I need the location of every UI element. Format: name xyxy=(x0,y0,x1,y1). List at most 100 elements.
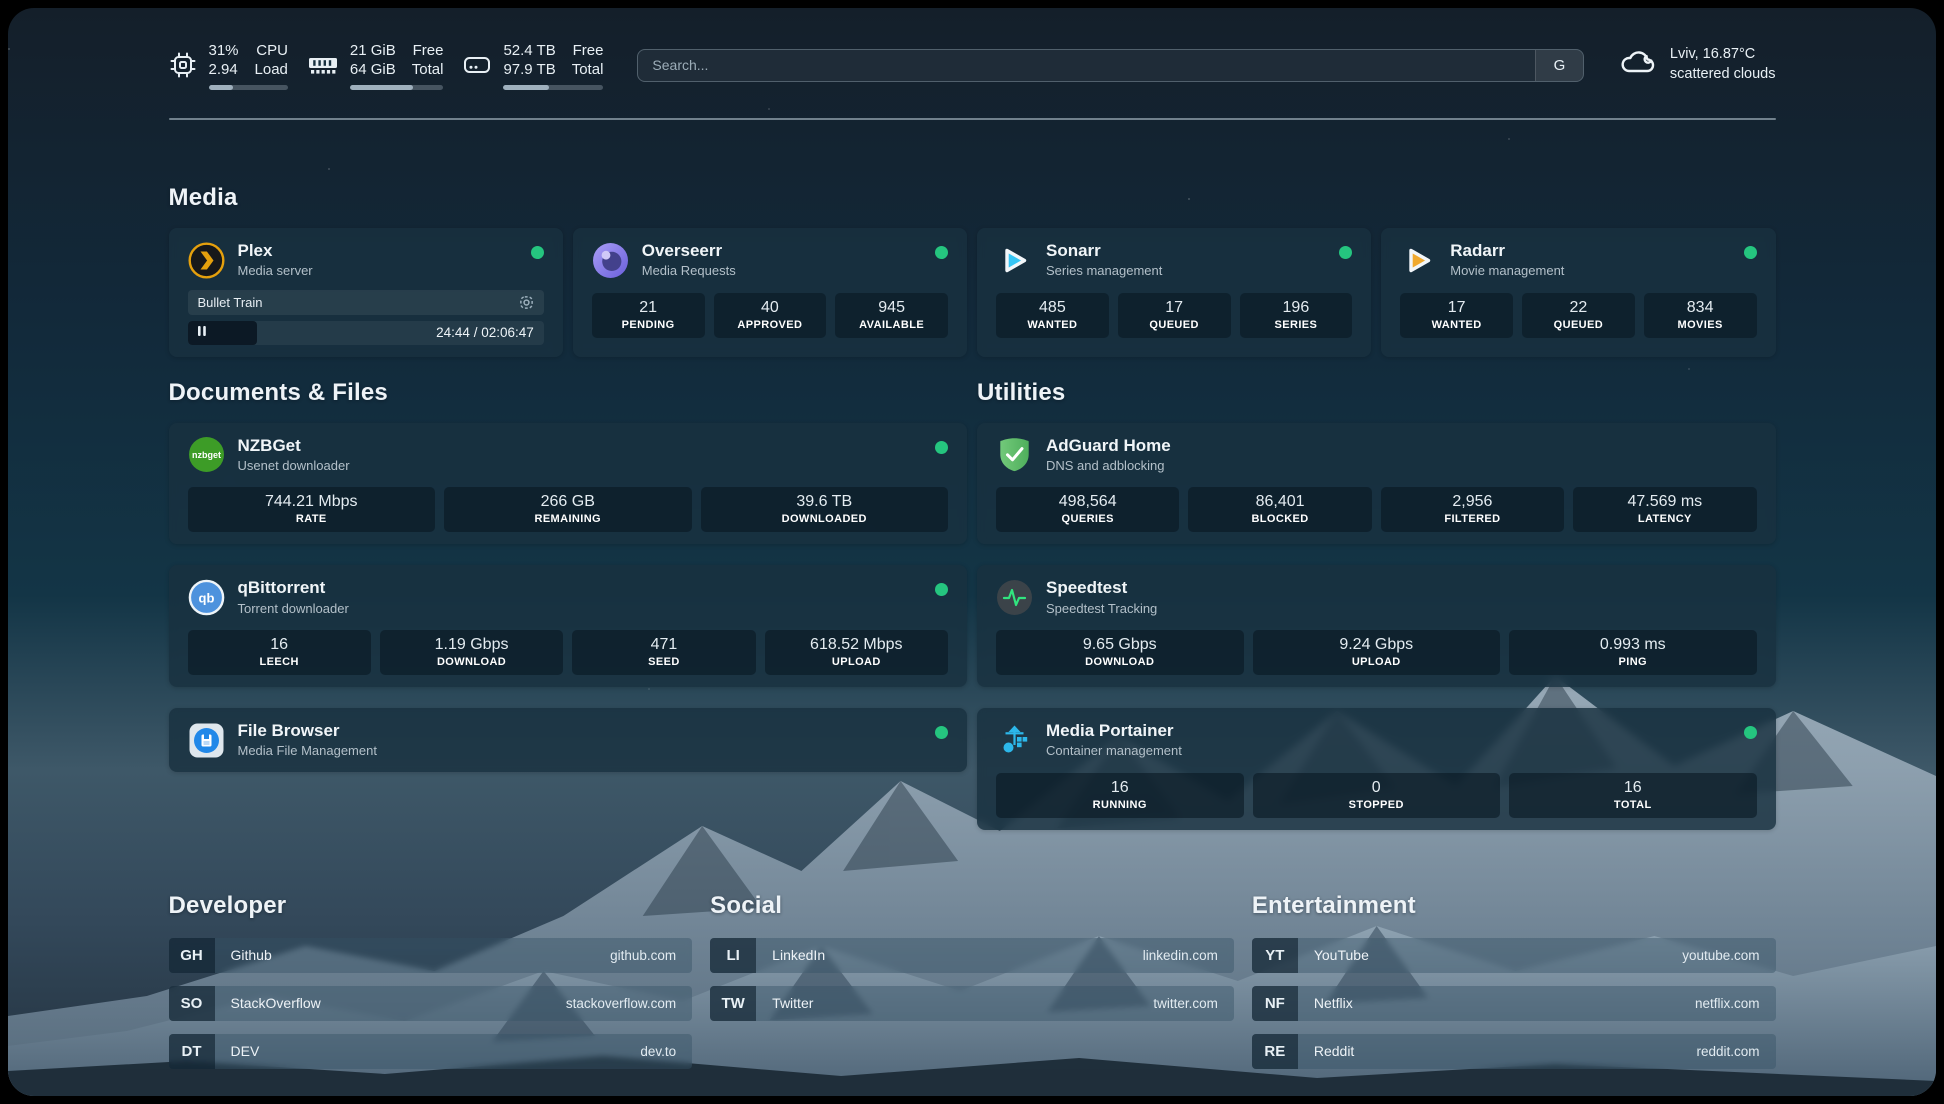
bookmark-linkedin[interactable]: LI LinkedIn linkedin.com xyxy=(710,938,1234,973)
stat-seed: 471 SEED xyxy=(572,630,755,675)
app-card-adguard[interactable]: AdGuard Home DNS and adblocking 498,564 … xyxy=(977,423,1776,545)
adguard-icon xyxy=(996,436,1033,473)
bookmark-name: Reddit xyxy=(1298,1043,1354,1059)
memory-progress-bar xyxy=(350,85,444,90)
bookmark-youtube[interactable]: YT YouTube youtube.com xyxy=(1252,938,1776,973)
status-online-dot xyxy=(531,246,544,259)
search-engine-button[interactable]: G xyxy=(1535,50,1583,81)
section-developer: Developer GH Github github.com SO StackO… xyxy=(169,892,693,1082)
media-section-title: Media xyxy=(169,184,1776,212)
section-social: Social LI LinkedIn linkedin.com TW Twitt… xyxy=(710,892,1234,1082)
app-card-qbittorrent[interactable]: qb qBittorrent Torrent downloader 16 LEE… xyxy=(169,565,968,687)
app-title: Media Portainer xyxy=(1046,721,1182,741)
bookmark-name: DEV xyxy=(215,1043,260,1059)
now-playing-title: Bullet Train xyxy=(198,295,263,310)
disk-progress-bar xyxy=(503,85,603,90)
bookmark-netflix[interactable]: NF Netflix netflix.com xyxy=(1252,986,1776,1021)
documents-section-title: Documents & Files xyxy=(169,379,968,407)
cpu-progress-bar xyxy=(209,85,288,90)
search-input[interactable] xyxy=(638,50,1535,81)
top-bar: 31% 2.94 CPU Load xyxy=(169,8,1776,96)
cpu-usage-label: CPU xyxy=(255,41,288,61)
app-card-sonarr[interactable]: Sonarr Series management 485 WANTED 17 Q… xyxy=(977,228,1371,357)
app-card-portainer[interactable]: Media Portainer Container management 16 … xyxy=(977,708,1776,830)
bookmark-url: netflix.com xyxy=(1695,996,1776,1011)
bookmark-github[interactable]: GH Github github.com xyxy=(169,938,693,973)
playback-progress-bar[interactable]: 24:44 / 02:06:47 xyxy=(188,321,544,345)
bookmark-name: Twitter xyxy=(756,995,813,1011)
disk-icon xyxy=(463,54,491,76)
header-divider xyxy=(169,118,1776,120)
bookmark-abbr: GH xyxy=(169,938,215,973)
bookmark-twitter[interactable]: TW Twitter twitter.com xyxy=(710,986,1234,1021)
bookmark-abbr: RE xyxy=(1252,1034,1298,1069)
memory-free-label: Free xyxy=(412,41,444,61)
bookmark-abbr: YT xyxy=(1252,938,1298,973)
app-title: AdGuard Home xyxy=(1046,436,1171,456)
bookmark-name: Github xyxy=(215,947,272,963)
bookmark-name: YouTube xyxy=(1298,947,1369,963)
app-subtitle: Container management xyxy=(1046,743,1182,759)
entertainment-section-title: Entertainment xyxy=(1252,892,1776,920)
stat-total: 16 TOTAL xyxy=(1509,773,1757,818)
app-subtitle: Media server xyxy=(238,263,313,279)
stat-series: 196 SERIES xyxy=(1240,293,1353,338)
app-card-filebrowser[interactable]: File Browser Media File Management xyxy=(169,708,968,772)
disk-total-value: 97.9 TB xyxy=(503,60,555,80)
bookmark-name: LinkedIn xyxy=(756,947,825,963)
cpu-usage-widget: 31% 2.94 CPU Load xyxy=(169,41,288,90)
bookmark-abbr: SO xyxy=(169,986,215,1021)
utilities-section-title: Utilities xyxy=(977,379,1776,407)
memory-free-value: 21 GiB xyxy=(350,41,396,61)
app-card-overseerr[interactable]: Overseerr Media Requests 21 PENDING 40 A… xyxy=(573,228,967,357)
now-playing-row: Bullet Train xyxy=(188,290,544,315)
weather-location-temp: Lviv, 16.87°C xyxy=(1670,45,1776,65)
section-utilities: Utilities xyxy=(977,379,1776,830)
app-subtitle: Media File Management xyxy=(238,743,377,759)
stat-latency: 47.569 ms LATENCY xyxy=(1573,487,1756,532)
app-title: Sonarr xyxy=(1046,241,1162,261)
developer-section-title: Developer xyxy=(169,892,693,920)
app-title: File Browser xyxy=(238,721,377,741)
bookmark-abbr: LI xyxy=(710,938,756,973)
app-subtitle: Movie management xyxy=(1450,263,1564,279)
pause-icon xyxy=(197,324,207,342)
bookmark-url: stackoverflow.com xyxy=(566,996,692,1011)
section-media: Media Plex Media server xyxy=(169,184,1776,357)
portainer-icon xyxy=(996,722,1033,759)
bookmark-url: twitter.com xyxy=(1153,996,1234,1011)
qbittorrent-icon: qb xyxy=(188,579,225,616)
app-title: NZBGet xyxy=(238,436,350,456)
bookmark-reddit[interactable]: RE Reddit reddit.com xyxy=(1252,1034,1776,1069)
bookmark-name: Netflix xyxy=(1298,995,1353,1011)
playback-time: 24:44 / 02:06:47 xyxy=(436,325,544,340)
bookmark-abbr: TW xyxy=(710,986,756,1021)
status-online-dot xyxy=(1744,726,1757,739)
speedtest-icon xyxy=(996,579,1033,616)
memory-usage-widget: 21 GiB 64 GiB Free Total xyxy=(308,41,444,90)
app-title: Radarr xyxy=(1450,241,1564,261)
bookmark-url: reddit.com xyxy=(1696,1044,1775,1059)
bookmark-abbr: NF xyxy=(1252,986,1298,1021)
app-card-nzbget[interactable]: nzbget NZBGet Usenet downloader 744.21 M… xyxy=(169,423,968,545)
app-card-speedtest[interactable]: Speedtest Speedtest Tracking 9.65 Gbps D… xyxy=(977,565,1776,687)
bookmark-dev[interactable]: DT DEV dev.to xyxy=(169,1034,693,1069)
search-bar: G xyxy=(637,49,1584,82)
filebrowser-icon xyxy=(188,722,225,759)
stat-ping: 0.993 ms PING xyxy=(1509,630,1757,675)
stat-filtered: 2,956 FILTERED xyxy=(1381,487,1564,532)
stat-blocked: 86,401 BLOCKED xyxy=(1188,487,1371,532)
bookmark-url: dev.to xyxy=(640,1044,692,1059)
app-subtitle: Usenet downloader xyxy=(238,458,350,474)
stat-queued: 17 QUEUED xyxy=(1118,293,1231,338)
bookmark-stackoverflow[interactable]: SO StackOverflow stackoverflow.com xyxy=(169,986,693,1021)
section-documents-files: Documents & Files nzbget NZBGet Usenet d xyxy=(169,379,968,830)
stat-approved: 40 APPROVED xyxy=(714,293,827,338)
app-card-radarr[interactable]: Radarr Movie management 17 WANTED 22 QUE… xyxy=(1381,228,1775,357)
ram-icon xyxy=(308,54,338,76)
stat-downloaded: 39.6 TB DOWNLOADED xyxy=(701,487,949,532)
app-card-plex[interactable]: Plex Media server Bullet Train xyxy=(169,228,563,357)
session-info-icon[interactable] xyxy=(519,295,534,310)
stat-wanted: 485 WANTED xyxy=(996,293,1109,338)
memory-total-value: 64 GiB xyxy=(350,60,396,80)
